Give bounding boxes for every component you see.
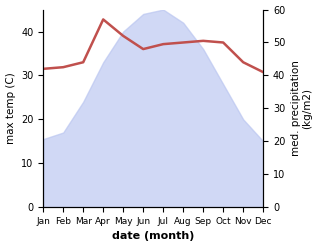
Y-axis label: med. precipitation
(kg/m2): med. precipitation (kg/m2) [291, 61, 313, 156]
X-axis label: date (month): date (month) [112, 231, 194, 242]
Y-axis label: max temp (C): max temp (C) [5, 72, 16, 144]
